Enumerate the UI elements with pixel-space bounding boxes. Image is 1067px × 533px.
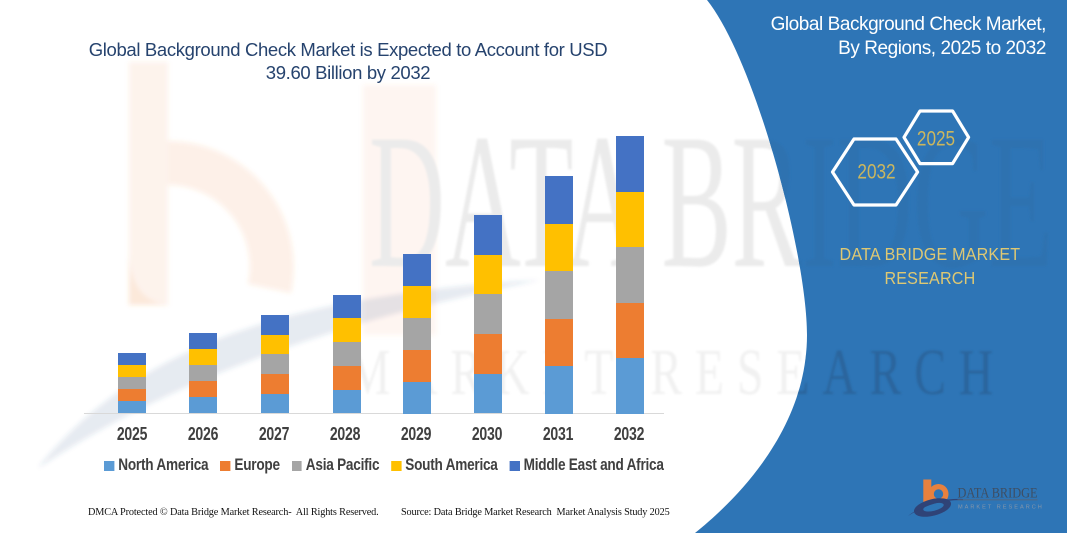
svg-text:2032: 2032 xyxy=(857,160,895,184)
svg-text:2025: 2025 xyxy=(917,127,955,151)
svg-text:MARKET RESEARCH: MARKET RESEARCH xyxy=(958,505,1044,511)
svg-text:DATA BRIDGE: DATA BRIDGE xyxy=(958,486,1038,502)
